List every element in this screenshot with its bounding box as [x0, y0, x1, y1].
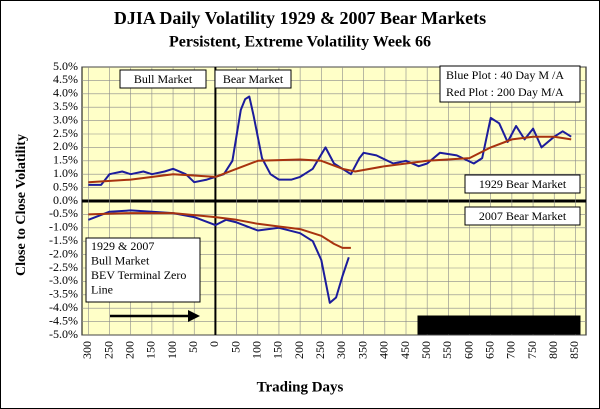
- annotation-box: [464, 174, 581, 194]
- y-tick-label: 0.0%: [53, 193, 78, 207]
- x-tick-label: 350: [355, 341, 369, 359]
- x-tick-label: 300: [80, 341, 94, 359]
- annotation-box: [439, 65, 581, 103]
- x-tick-label: 150: [144, 341, 158, 359]
- x-tick-label: 600: [461, 341, 475, 359]
- chart-title: DJIA Daily Volatility 1929 & 2007 Bear M…: [114, 8, 486, 28]
- y-axis-label: Close to Close Volatility: [14, 134, 29, 276]
- y-tick-label: -4.5%: [49, 313, 78, 327]
- series-line: [88, 212, 351, 249]
- annotation: Graphic by Mark J. Lundeen: [427, 318, 572, 332]
- x-tick-label: 650: [482, 341, 496, 359]
- y-tick-label: 2.5%: [53, 126, 78, 140]
- x-tick-label: 200: [122, 341, 136, 359]
- y-tick-label: -5.0%: [49, 327, 78, 341]
- arrow-head: [188, 310, 200, 322]
- annotation: Line: [91, 282, 113, 296]
- x-tick-label: 250: [101, 341, 115, 359]
- chart-subtitle: Persistent, Extreme Volatility Week 66: [169, 34, 431, 51]
- y-tick-label: -2.5%: [49, 260, 78, 274]
- annotation-box: [85, 237, 201, 303]
- annotation-box: [214, 69, 292, 89]
- annotation: 1929 & 2007: [91, 239, 154, 253]
- y-tick-label: -2.0%: [49, 246, 78, 260]
- x-tick-label: 400: [377, 341, 391, 359]
- x-tick-label: 450: [398, 341, 412, 359]
- y-tick-label: -3.5%: [49, 287, 78, 301]
- marks: [88, 95, 572, 304]
- x-tick-label: 250: [313, 341, 327, 359]
- x-tick-label: 50: [186, 341, 200, 353]
- annotation-box: [119, 69, 207, 89]
- x-tick-label: 800: [546, 341, 560, 359]
- y-tick-label: 4.5%: [53, 72, 78, 86]
- annotation: Blue Plot : 40 Day M /A: [446, 68, 564, 82]
- annotation-box: [464, 206, 581, 226]
- y-tick-label: -0.5%: [49, 206, 78, 220]
- y-tick-label: 5.0%: [53, 59, 78, 73]
- y-tick-label: -1.5%: [49, 233, 78, 247]
- x-tick-label: 850: [567, 341, 581, 359]
- annotation: Bear Market: [223, 72, 284, 86]
- y-tick-label: 1.5%: [53, 153, 78, 167]
- x-tick-label: 500: [419, 341, 433, 359]
- y-tick-label: 1.0%: [53, 166, 78, 180]
- y-tick-label: 2.0%: [53, 139, 78, 153]
- annotation: Bull Market: [134, 72, 193, 86]
- x-tick-label: 100: [250, 341, 264, 359]
- x-tick-label: 50: [228, 341, 242, 353]
- y-tick-label: 3.0%: [53, 112, 78, 126]
- annotation: BEV Terminal Zero: [91, 268, 186, 282]
- series-line: [88, 95, 572, 186]
- x-tick-label: 0: [207, 341, 221, 347]
- annotation: Red Plot : 200 Day M/A: [446, 85, 564, 99]
- x-tick-label: 750: [525, 341, 539, 359]
- annotation: 1929 Bear Market: [479, 177, 567, 191]
- series-line: [88, 135, 572, 184]
- y-tick-label: 3.5%: [53, 99, 78, 113]
- y-tick-label: 4.0%: [53, 86, 78, 100]
- y-tick-label: -1.0%: [49, 220, 78, 234]
- y-tick-label: -4.0%: [49, 300, 78, 314]
- series-line: [88, 209, 350, 304]
- x-axis-label: Trading Days: [257, 379, 344, 395]
- annotation: Bull Market: [91, 253, 150, 267]
- annotations: Bull Market Bear Market Blue Plot : 40 Day…: [85, 65, 581, 335]
- x-tick-label: 550: [440, 341, 454, 359]
- x-tick-label: 700: [504, 341, 518, 359]
- annotation: 2007 Bear Market: [479, 209, 567, 223]
- x-tick-label: 300: [334, 341, 348, 359]
- y-tick-label: -3.0%: [49, 273, 78, 287]
- x-tick-label: 150: [271, 341, 285, 359]
- x-tick-label: 200: [292, 341, 306, 359]
- annotation-box: [417, 315, 581, 335]
- y-tick-label: 0.5%: [53, 179, 78, 193]
- x-tick-label: 100: [165, 341, 179, 359]
